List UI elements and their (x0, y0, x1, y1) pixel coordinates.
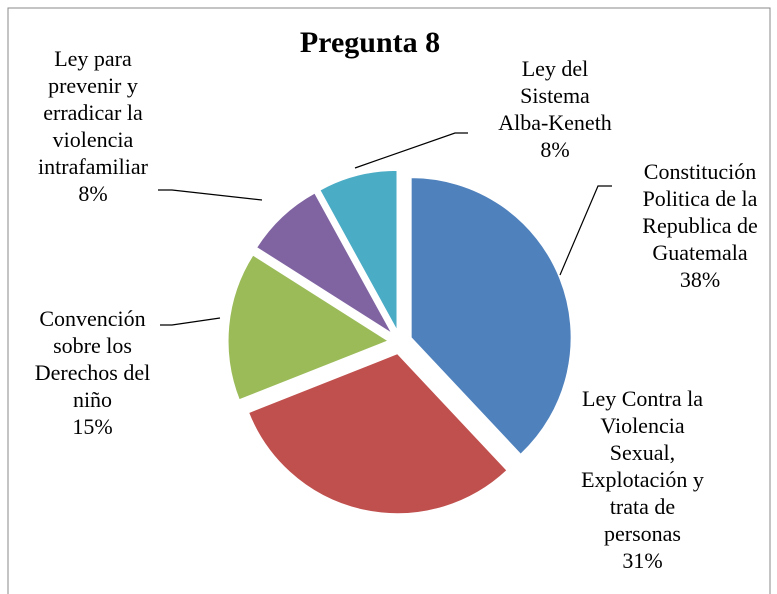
chart-title: Pregunta 8 (299, 26, 441, 59)
leader-line (160, 317, 221, 326)
slice-label: Constitución Politica de la Republica de… (620, 158, 777, 293)
pie-slice (227, 254, 390, 401)
category-label: Convención sobre los Derechos del niño (34, 306, 151, 412)
value-label: 31% (622, 548, 663, 573)
pie-slice (410, 177, 572, 455)
slice-label: Ley del Sistema Alba-Keneth 8% (495, 55, 615, 163)
pie-slice (247, 353, 508, 515)
frame (7, 7, 771, 594)
category-label: Constitución Politica de la Republica de… (642, 159, 758, 265)
pie-slice (319, 169, 398, 331)
category-label: Ley del Sistema Alba-Keneth (498, 56, 612, 135)
leader-line (559, 185, 612, 276)
pie-slice (256, 192, 393, 334)
category-label: Ley Contra la Violencia Sexual, Explotac… (581, 386, 704, 546)
leader-line (354, 132, 468, 169)
slice-label: Ley Contra la Violencia Sexual, Explotac… (575, 385, 710, 574)
leader-line (158, 189, 263, 201)
value-label: 38% (679, 267, 721, 292)
category-label: Ley para prevenir y erradicar la violenc… (38, 46, 148, 179)
value-label: 8% (78, 181, 108, 206)
slice-label: Convención sobre los Derechos del niño 15… (20, 305, 165, 440)
slice-label: Ley para prevenir y erradicar la violenc… (18, 45, 168, 207)
value-label: 15% (72, 414, 113, 439)
value-label: 8% (540, 137, 570, 162)
